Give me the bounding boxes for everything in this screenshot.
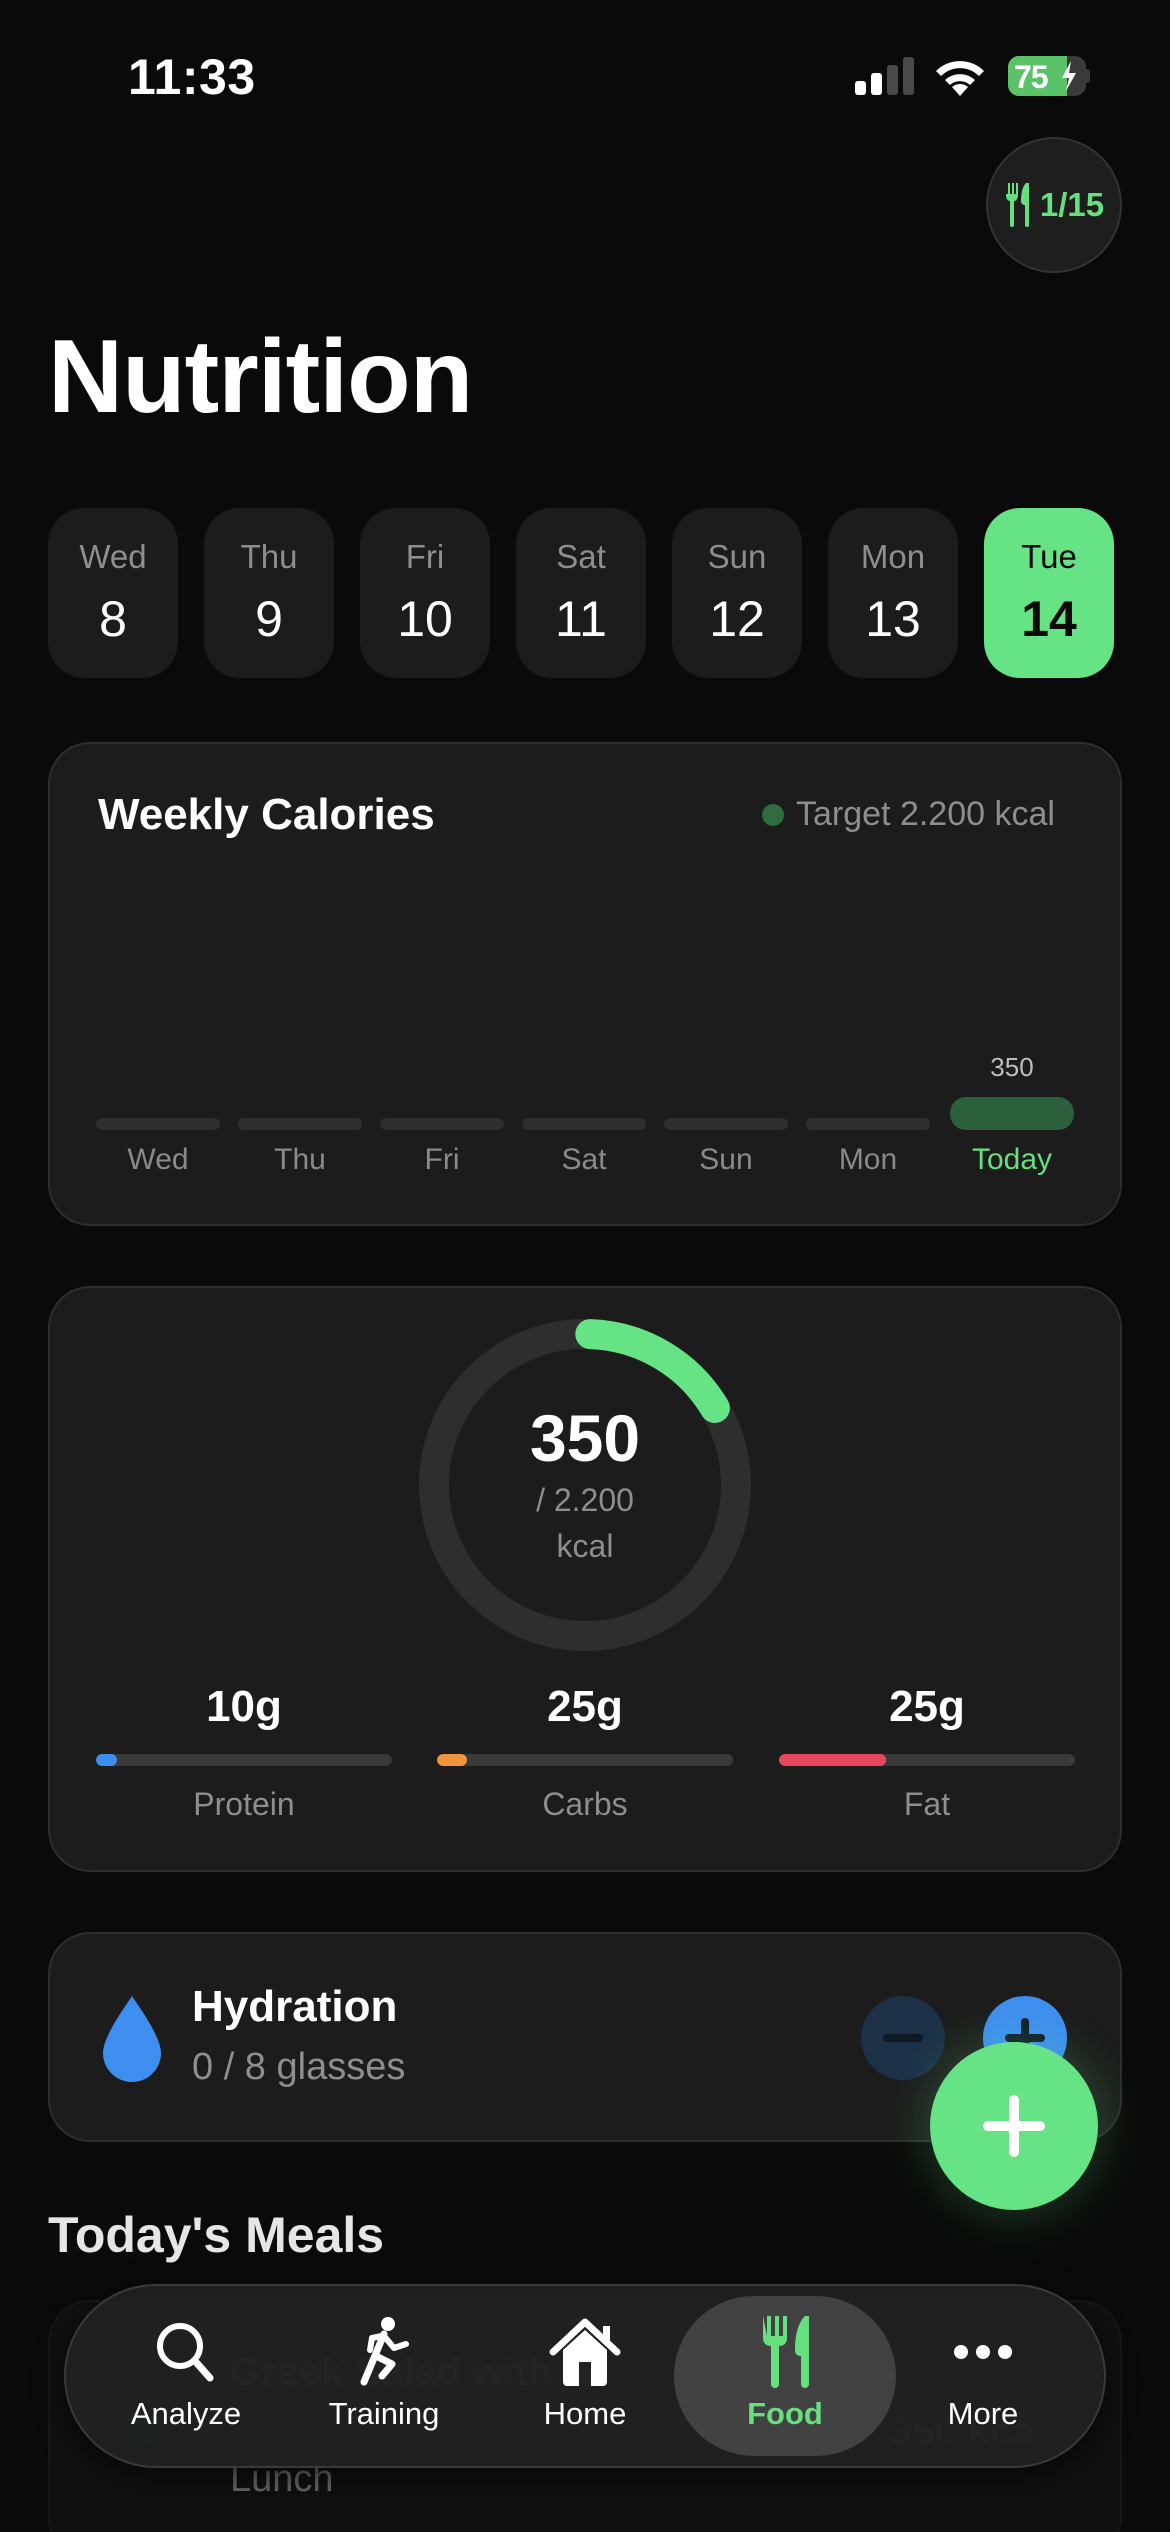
macro-progress-track — [96, 1754, 392, 1766]
calories-target: / 2.200 — [536, 1482, 634, 1518]
macro-progress-track — [437, 1754, 733, 1766]
target-text: Target 2.200 kcal — [796, 795, 1055, 833]
date-dom: 11 — [555, 591, 607, 647]
macro-progress-fill — [96, 1754, 117, 1766]
tab-more[interactable]: More — [883, 2296, 1083, 2456]
date-dow: Wed — [79, 538, 147, 575]
macro-carbs: 25g Carbs — [437, 1682, 733, 1823]
date-dow: Tue — [1021, 538, 1077, 575]
target-dot-icon — [762, 803, 784, 826]
bar-wed — [96, 1118, 220, 1130]
tab-label: Home — [543, 2396, 627, 2431]
hydration-status: 0 / 8 glasses — [192, 2046, 406, 2088]
water-drop-icon — [103, 1996, 161, 2082]
date-dow: Fri — [405, 538, 445, 575]
add-meal-fab[interactable] — [930, 2042, 1098, 2210]
macro-amount: 25g — [547, 1682, 623, 1731]
date-chip-mon-13[interactable]: Mon 13 — [828, 508, 958, 678]
calories-unit: kcal — [556, 1528, 614, 1564]
macro-amount: 25g — [889, 1682, 965, 1731]
date-dow: Sat — [556, 538, 606, 575]
plus-icon — [983, 2095, 1045, 2157]
daily-calories-card — [48, 1286, 1122, 1872]
tab-food-active[interactable]: Food — [674, 2296, 896, 2456]
day-label: Sat — [561, 1143, 607, 1176]
date-chip-sun-12[interactable]: Sun 12 — [672, 508, 802, 678]
hydration-title: Hydration — [192, 1982, 398, 2031]
date-dom: 10 — [397, 591, 453, 647]
macro-fat: 25g Fat — [779, 1682, 1075, 1823]
date-dow: Thu — [240, 538, 298, 575]
calorie-progress-ring — [419, 1319, 751, 1651]
meal-count-text: 1/15 — [1039, 186, 1105, 223]
date-dom: 13 — [865, 591, 921, 647]
bar-fri — [380, 1118, 504, 1130]
macro-label: Carbs — [542, 1786, 628, 1822]
battery-icon: 75 — [1008, 56, 1090, 96]
meal-count-badge[interactable]: 1/15 — [986, 137, 1122, 273]
remove-glass-button[interactable] — [861, 1996, 945, 2080]
status-time: 11:33 — [128, 49, 256, 105]
macro-progress-fill — [437, 1754, 467, 1766]
fork-knife-icon — [763, 2316, 809, 2388]
date-dom: 8 — [99, 591, 127, 647]
day-label: Fri — [424, 1143, 460, 1176]
bar-sun — [664, 1118, 788, 1130]
macro-amount: 10g — [206, 1682, 282, 1731]
weekly-calories-title: Weekly Calories — [98, 790, 435, 839]
tab-label: Analyze — [130, 2396, 242, 2431]
search-icon — [157, 2323, 214, 2382]
house-icon — [549, 2318, 621, 2386]
macro-label: Protein — [193, 1786, 295, 1822]
day-label-today: Today — [971, 1143, 1053, 1176]
macro-progress-track — [779, 1754, 1075, 1766]
tab-analyze[interactable]: Analyze — [86, 2296, 286, 2456]
todays-meals-title: Today's Meals — [48, 2207, 385, 2263]
tab-home[interactable]: Home — [485, 2296, 685, 2456]
date-chip-tue-14-selected[interactable]: Tue 14 — [984, 508, 1114, 678]
bar-sat — [522, 1118, 646, 1130]
battery-percent: 75 — [1014, 59, 1049, 95]
tab-label: Training — [328, 2396, 440, 2431]
date-chip-sat-11[interactable]: Sat 11 — [516, 508, 646, 678]
day-label: Mon — [838, 1143, 898, 1176]
date-chip-wed-8[interactable]: Wed 8 — [48, 508, 178, 678]
date-dom: 14 — [1021, 591, 1077, 647]
page-title: Nutrition — [48, 319, 473, 435]
calories-consumed: 350 — [529, 1401, 641, 1475]
day-label: Thu — [274, 1143, 326, 1176]
minus-icon — [883, 2034, 923, 2042]
date-chip-thu-9[interactable]: Thu 9 — [204, 508, 334, 678]
charging-bolt-icon — [1062, 61, 1076, 91]
macro-protein: 10g Protein — [96, 1682, 392, 1823]
date-dom: 9 — [255, 591, 283, 647]
date-dow: Mon — [860, 538, 926, 575]
date-dow: Sun — [707, 538, 767, 575]
day-label: Sun — [699, 1143, 753, 1176]
bar-thu — [238, 1118, 362, 1130]
running-figure-icon — [360, 2317, 409, 2386]
ellipsis-icon — [954, 2345, 1012, 2359]
macro-progress-fill — [779, 1754, 886, 1766]
bar-today — [950, 1097, 1074, 1130]
target-legend: Target 2.200 kcal — [762, 795, 1055, 834]
bar-mon — [806, 1118, 930, 1130]
day-label: Wed — [127, 1143, 189, 1176]
tab-label: More — [947, 2396, 1019, 2431]
tab-training[interactable]: Training — [284, 2296, 484, 2456]
tab-label: Food — [747, 2396, 823, 2431]
macro-label: Fat — [903, 1786, 951, 1822]
bar-today-value: 350 — [990, 1052, 1034, 1082]
weekly-calories-card — [48, 742, 1122, 1226]
wifi-icon — [936, 61, 984, 96]
fork-knife-icon — [1005, 183, 1029, 227]
cellular-signal-icon — [855, 57, 914, 95]
date-dom: 12 — [709, 591, 765, 647]
date-chip-fri-10[interactable]: Fri 10 — [360, 508, 490, 678]
